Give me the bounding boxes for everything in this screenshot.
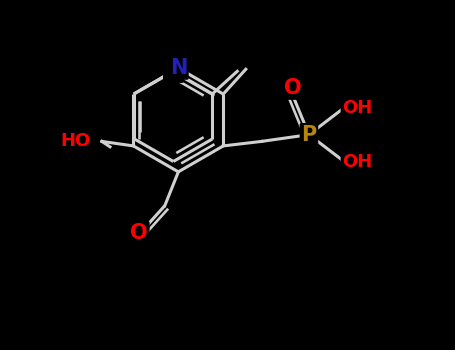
Text: P: P <box>301 125 317 145</box>
Text: OH: OH <box>342 99 372 117</box>
Text: HO: HO <box>61 132 91 150</box>
Text: O: O <box>284 78 302 98</box>
Text: O: O <box>130 223 148 243</box>
Text: OH: OH <box>342 153 372 171</box>
Text: N: N <box>165 61 182 81</box>
Text: N: N <box>170 58 187 78</box>
